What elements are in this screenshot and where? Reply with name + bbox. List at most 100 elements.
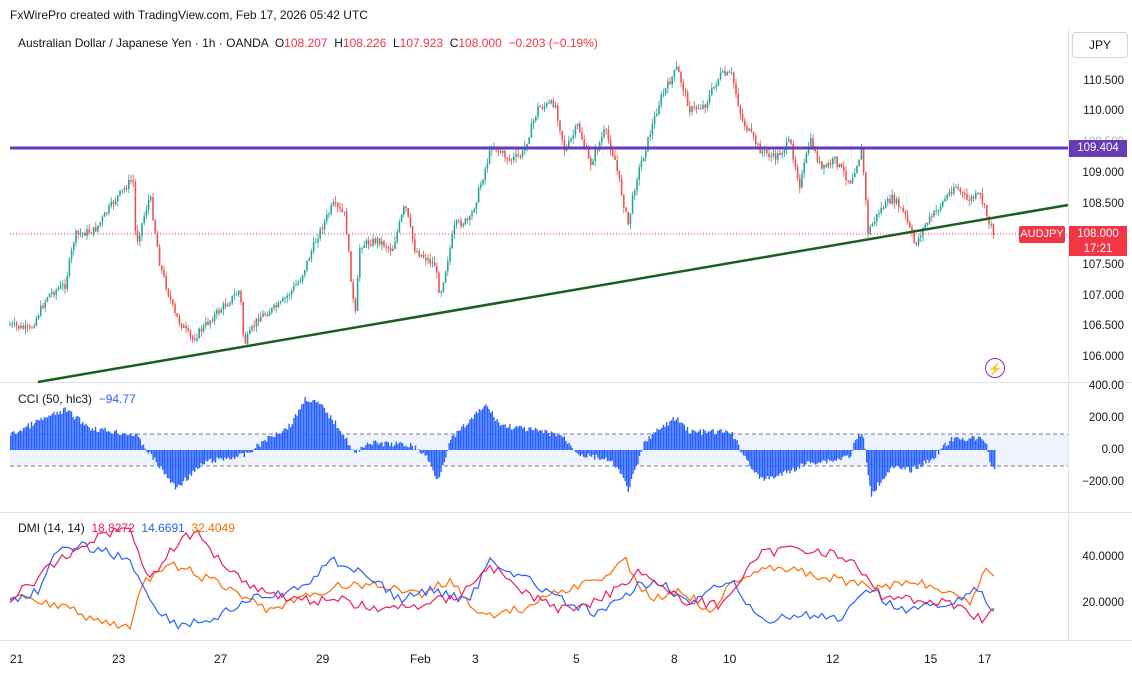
candle-body [341,208,343,212]
cci-bar [344,439,346,450]
cci-bar [630,450,633,480]
cci-bar [171,450,173,483]
candle-body [656,114,658,117]
candle-body [242,302,244,335]
lightning-icon[interactable]: ⚡ [985,358,1005,378]
cci-bar [872,450,874,492]
candle-body [814,149,816,152]
cci-bar [974,440,977,450]
cci-bar [867,450,869,476]
cci-bar [762,450,764,478]
candle-body [191,336,194,340]
currency-button[interactable]: JPY [1072,32,1128,58]
candle-body [526,143,528,147]
cci-bar [507,427,509,450]
candle-body [99,222,101,226]
cci-bar [451,435,453,450]
candle-body [145,209,148,217]
candle-body [62,284,64,286]
cci-bar [946,446,948,450]
cci-bar [181,450,183,486]
cci-bar [466,425,468,450]
candle-body [436,266,438,273]
cci-bar [35,420,37,450]
candle-body [114,201,117,205]
candle-body [711,88,713,95]
cci-bar [429,450,431,463]
cci-bar [648,436,650,450]
cci-bar [66,412,68,450]
cci-bar [549,435,551,450]
candle-body [860,149,863,160]
time-tick: Feb [410,652,431,666]
candle-body [317,238,319,243]
candle-body [587,149,590,159]
cci-bar [379,442,381,450]
candle-body [849,180,852,184]
cci-legend[interactable]: CCI (50, hlc3) −94.77 [18,392,136,406]
cci-bar [802,450,804,464]
cci-histogram [10,397,996,497]
trend-line[interactable] [37,203,1069,384]
pane-divider-cci[interactable] [0,382,1132,383]
dmi-tick: 20.0000 [1082,597,1124,609]
candle-body [161,265,163,271]
candle-body [352,281,354,299]
candle-body [147,199,150,210]
cci-bar [866,450,868,463]
cci-bar [922,450,924,466]
cci-bar [522,428,524,450]
cci-bar [197,450,199,469]
candle-body [922,227,924,236]
candle-body [429,258,431,264]
candle-body [961,191,964,193]
candle-body [189,330,192,337]
candle-body [686,91,689,107]
cci-bar [85,423,87,450]
cci-bar [37,419,39,450]
candle-body [308,258,310,261]
symbol-name[interactable]: Australian Dollar / Japanese Yen · 1h · … [18,36,269,50]
candle-body [194,339,196,341]
candle-body [653,116,656,125]
candle-body [418,251,420,257]
cci-bar [874,450,876,492]
candle-body [521,150,524,157]
candle-body [895,199,898,204]
cci-bar [605,450,607,458]
cci-bar [174,450,177,490]
cci-bar [469,419,471,450]
cci-bar [352,449,354,450]
candle-body [488,150,491,164]
dmi-legend[interactable]: DMI (14, 14) 18.8272 14.6691 32.4049 [18,521,235,535]
cci-bar [86,425,89,450]
candle-body [361,248,363,250]
candlestick-series [9,61,995,347]
cci-bar [346,437,348,450]
candle-body [286,295,288,299]
candle-body [271,307,273,313]
candle-body [387,247,390,249]
candle-body [992,224,995,236]
cci-bar [256,443,258,450]
candle-body [253,326,255,328]
candle-body [268,312,271,317]
candle-body [389,247,392,252]
cci-bar [989,450,991,463]
cci-bar [264,440,266,450]
cci-bar [123,433,125,450]
candle-body [570,138,572,141]
cci-bar [976,438,978,450]
candle-body [827,163,830,167]
pane-divider-dmi[interactable] [0,512,1132,513]
cci-bar [706,433,708,450]
cci-bar [803,450,805,467]
cci-bar [931,450,933,459]
cci-bar [699,429,701,450]
cci-bar [221,450,223,460]
cci-bar [349,445,351,450]
cci-bar [69,410,71,450]
time-tick: 3 [472,652,479,666]
cci-bar [747,450,749,461]
